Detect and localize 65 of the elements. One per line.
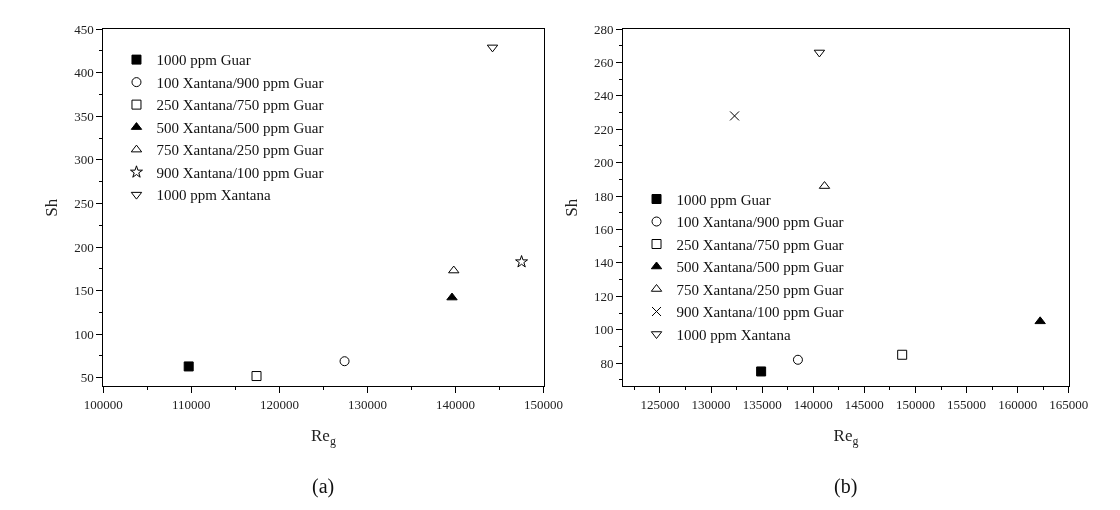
y-tick-label: 400 <box>74 65 94 81</box>
point <box>183 361 194 372</box>
y-tick-label: 350 <box>74 108 94 124</box>
point <box>339 356 350 367</box>
y-tick-label: 180 <box>594 188 614 204</box>
point <box>792 354 803 365</box>
legend-label: 250 Xantana/750 ppm Guar <box>156 97 324 114</box>
x-tick-label: 135000 <box>742 397 782 413</box>
y-tick-label: 160 <box>594 222 614 238</box>
legend-label: 500 Xantana/500 ppm Guar <box>156 119 324 136</box>
y-tick-label: 100 <box>594 322 614 338</box>
y-tick-label: 140 <box>594 255 614 271</box>
legend-label: 100 Xantana/900 ppm Guar <box>156 74 324 91</box>
y-tick-label: 260 <box>594 55 614 71</box>
legend-label: 500 Xantana/500 ppm Guar <box>676 259 844 276</box>
y-tick-label: 150 <box>74 283 94 299</box>
legend-label: 250 Xantana/750 ppm Guar <box>676 236 844 253</box>
legend-label: 900 Xantana/100 ppm Guar <box>156 164 324 181</box>
y-tick-label: 100 <box>74 326 94 342</box>
x-tick-label: 150000 <box>895 397 935 413</box>
point <box>756 366 767 377</box>
legend-label: 1000 ppm Guar <box>676 191 771 208</box>
point <box>448 265 460 274</box>
x-tick-label: 100000 <box>83 397 123 413</box>
point <box>1034 316 1046 325</box>
legend-label: 1000 ppm Xantana <box>156 187 271 204</box>
x-tick-label: 160000 <box>998 397 1038 413</box>
legend-label: 750 Xantana/250 ppm Guar <box>676 281 844 298</box>
point <box>515 255 529 268</box>
legend-label: 1000 ppm Guar <box>156 52 251 69</box>
x-tick-label: 145000 <box>844 397 884 413</box>
x-tick-label: 165000 <box>1049 397 1089 413</box>
point <box>251 371 262 382</box>
y-tick-label: 220 <box>594 121 614 137</box>
x-tick-label: 150000 <box>524 397 564 413</box>
x-axis-title: Re$_{g}$ <box>311 426 336 449</box>
point <box>897 349 908 360</box>
x-tick-label: 140000 <box>793 397 833 413</box>
y-tick-label: 200 <box>74 239 94 255</box>
x-tick-label: 140000 <box>436 397 476 413</box>
y-tick-label: 120 <box>594 288 614 304</box>
legend-label: 900 Xantana/100 ppm Guar <box>676 304 844 321</box>
text: (a) <box>312 475 335 498</box>
legend-label: 1000 ppm Xantana <box>676 326 792 343</box>
y-tick-label: 300 <box>74 152 94 168</box>
y-tick-label: 250 <box>74 195 94 211</box>
y-axis-title: Sh <box>561 198 581 217</box>
y-tick-label: 80 <box>600 355 614 371</box>
x-tick-label: 120000 <box>259 397 299 413</box>
y-tick-label: 450 <box>74 21 94 37</box>
text: (b) <box>834 475 858 498</box>
x-tick-label: 110000 <box>172 397 211 413</box>
x-tick-label: 130000 <box>691 397 731 413</box>
point <box>446 292 458 301</box>
y-tick-label: 50 <box>80 370 94 386</box>
y-axis-title: Sh <box>41 198 61 217</box>
legend-label: 100 Xantana/900 ppm Guar <box>676 214 844 231</box>
y-tick-label: 280 <box>594 21 614 37</box>
x-tick-label: 155000 <box>947 397 987 413</box>
y-tick-label: 240 <box>594 88 614 104</box>
x-axis-title: Re$_{g}$ <box>833 426 859 449</box>
legend-label: 750 Xantana/250 ppm Guar <box>156 142 324 159</box>
x-tick-label: 125000 <box>640 397 680 413</box>
y-tick-label: 200 <box>594 155 614 171</box>
x-tick-label: 130000 <box>347 397 387 413</box>
